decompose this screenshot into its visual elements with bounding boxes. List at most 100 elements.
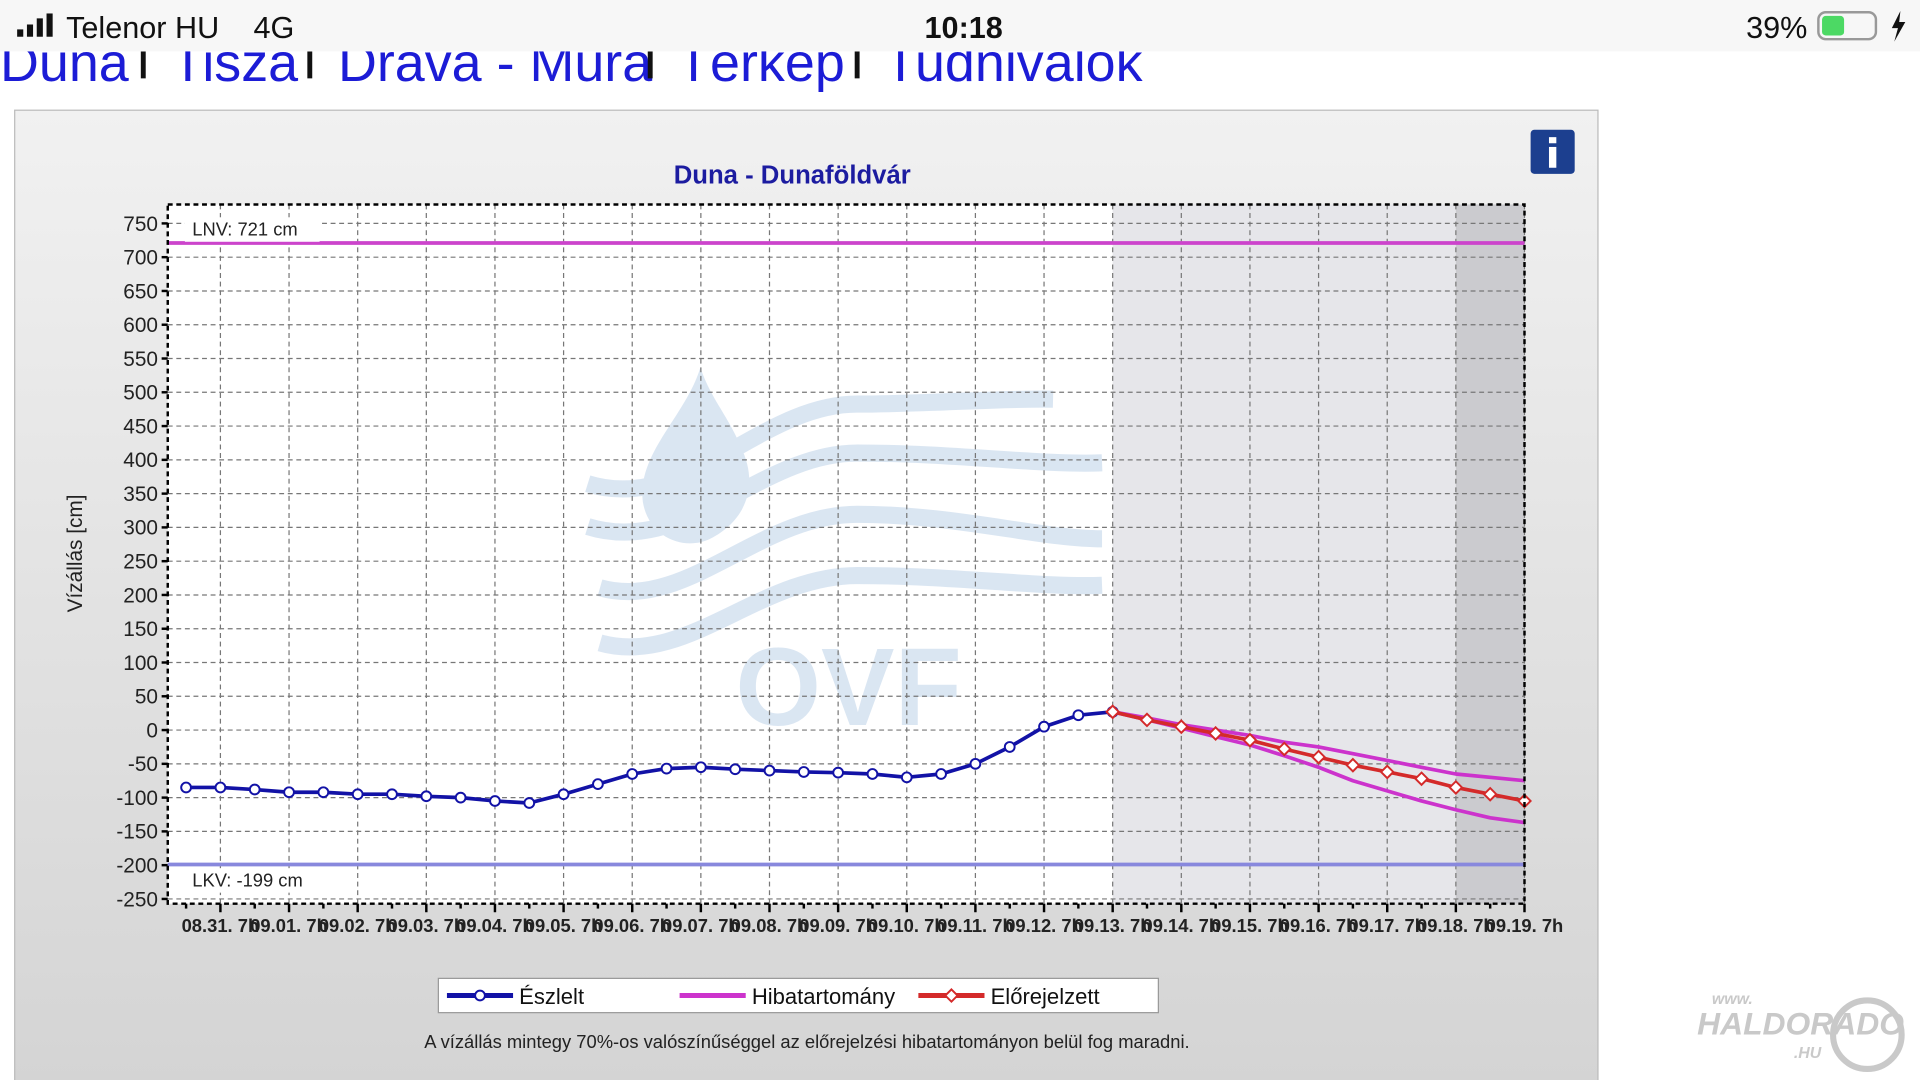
- nav-separators: [140, 51, 860, 79]
- x-tick-label-box: 09.11. 7h: [937, 915, 1014, 937]
- battery-icon: [1817, 11, 1878, 41]
- y-tick-label: -250: [116, 888, 158, 911]
- x-tick-label: 09.06. 7h: [593, 915, 672, 937]
- x-tick-label-box: 09.12. 7h: [1005, 916, 1083, 937]
- circle-marker: [729, 763, 742, 776]
- circle-marker: [317, 786, 330, 799]
- site-domain: .HU: [1794, 1045, 1822, 1062]
- diamond-marker: [1482, 786, 1498, 802]
- circle-marker: [626, 768, 639, 780]
- y-tick-label: 400: [123, 449, 158, 472]
- circle-marker: [763, 764, 776, 777]
- y-tick-label: 150: [123, 618, 158, 641]
- diamond-marker: [1448, 779, 1464, 795]
- x-tick-label-box: 09.09. 7h: [799, 915, 877, 937]
- x-tick-label-box: 08.31. 7h: [181, 915, 260, 937]
- site-watermark: www. HALDORADO .HU: [1697, 991, 1905, 1073]
- x-tick-label-box: 09.17. 7h: [1348, 915, 1427, 937]
- legend-marker: [474, 989, 486, 1002]
- logo-text: OVF: [735, 626, 962, 749]
- logo-drop: [642, 367, 750, 544]
- y-tick-label: -100: [116, 787, 158, 810]
- site-logo: [1830, 997, 1905, 1073]
- circle-marker: [900, 771, 913, 784]
- circle-marker: [1003, 741, 1016, 753]
- circle-marker: [1038, 720, 1050, 733]
- x-tick-label: 09.16. 7h: [1279, 915, 1358, 937]
- clock: 10:18: [925, 11, 1003, 45]
- y-tick-label: 600: [123, 314, 158, 337]
- circle-marker: [797, 766, 810, 778]
- circle-marker: [1072, 709, 1085, 722]
- y-tick-label: -200: [116, 855, 158, 878]
- x-tick-label-box: 09.10. 7h: [867, 915, 946, 937]
- circle-marker: [832, 766, 845, 779]
- x-tick-label: 09.05. 7h: [524, 915, 603, 937]
- x-tick-label: 09.13. 7h: [1073, 915, 1152, 937]
- legend-label: Hibatartomány: [752, 984, 895, 1009]
- plot-border: [166, 203, 1526, 905]
- circle-marker: [351, 788, 364, 801]
- site-name: HALDORADO: [1697, 1006, 1904, 1042]
- x-tick-label: 09.14. 7h: [1142, 915, 1221, 937]
- x-tick-label-box: 09.19. 7h: [1485, 915, 1564, 937]
- circle-marker: [454, 791, 467, 804]
- circle-marker: [214, 781, 227, 794]
- y-tick-label: 200: [123, 584, 158, 607]
- y-tick-label: -50: [128, 753, 158, 776]
- reference-label-bg: [184, 217, 320, 242]
- x-tick-label: 09.15. 7h: [1211, 915, 1289, 937]
- x-tick-label: 09.19. 7h: [1485, 915, 1564, 937]
- x-tick-label: 09.11. 7h: [937, 915, 1014, 937]
- y-tick-label: 750: [123, 213, 158, 236]
- x-tick-label-box: 09.08. 7h: [731, 916, 809, 937]
- y-tick-label: 700: [123, 247, 158, 270]
- battery-percent: 39%: [1746, 11, 1807, 45]
- diamond-marker: [1414, 771, 1430, 787]
- x-tick-label: 08.31. 7h: [181, 915, 260, 937]
- circle-marker: [283, 786, 295, 799]
- x-tick-label-box: 09.03. 7h: [387, 916, 465, 937]
- x-tick-label-box: 09.07. 7h: [662, 915, 740, 937]
- x-tick-label-box: 09.05. 7h: [524, 915, 603, 937]
- x-tick-label: 09.17. 7h: [1348, 915, 1427, 937]
- y-tick-label: 450: [123, 415, 158, 438]
- signal: [17, 13, 53, 37]
- y-tick-label: 250: [123, 551, 158, 574]
- y-tick-label: 0: [146, 719, 158, 742]
- diamond-marker: [1173, 719, 1189, 735]
- carrier: Telenor HU: [66, 11, 219, 45]
- x-tick-label-box: 09.13. 7h: [1073, 915, 1152, 937]
- y-tick-label: 50: [135, 686, 158, 709]
- circle-marker: [557, 788, 570, 801]
- y-tick-label: 650: [123, 280, 158, 303]
- legend-marker: [943, 988, 959, 1004]
- x-tick-label: 09.01. 7h: [250, 915, 328, 937]
- info-glyph: [1548, 137, 1557, 144]
- diamond-marker: [1276, 741, 1292, 757]
- logo-wave: [597, 566, 1103, 656]
- x-tick-label: 09.07. 7h: [662, 915, 740, 937]
- x-tick-label-box: 09.16. 7h: [1279, 915, 1358, 937]
- diamond-marker: [1516, 793, 1532, 809]
- circle-marker: [935, 768, 947, 780]
- y-tick-label: 550: [123, 348, 158, 371]
- x-tick-label-box: 09.04. 7h: [456, 916, 534, 937]
- x-tick-label-box: 09.18. 7h: [1417, 916, 1495, 937]
- circle-marker: [866, 768, 879, 780]
- diamond-marker: [1105, 704, 1121, 720]
- legend-label: Észlelt: [519, 984, 584, 1009]
- charging-icon: [1891, 11, 1906, 42]
- reference-label: LNV: 721 cm: [192, 219, 297, 240]
- legend-label: Előrejelzett: [991, 984, 1100, 1009]
- y-tick-label: 350: [123, 483, 158, 506]
- logo-wave: [597, 505, 1103, 601]
- x-tick-label-box: 09.02. 7h: [319, 916, 397, 937]
- reference-label: LKV: -199 cm: [192, 870, 303, 891]
- x-tick-label: 09.09. 7h: [799, 915, 877, 937]
- diamond-marker: [1208, 725, 1224, 741]
- info-glyph: [1548, 146, 1557, 168]
- reference-label-bg: [184, 868, 320, 893]
- x-tick-label: 09.10. 7h: [867, 915, 946, 937]
